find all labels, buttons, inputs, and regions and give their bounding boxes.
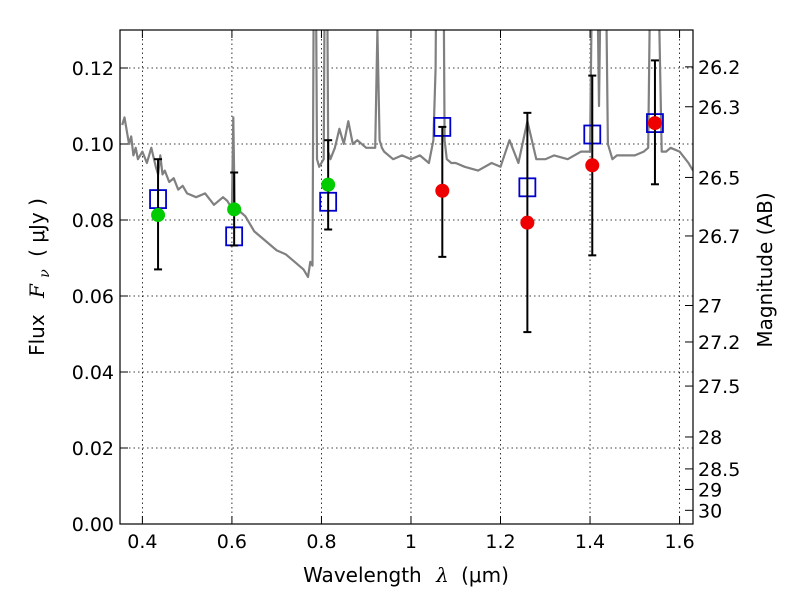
data-point xyxy=(647,116,662,131)
y-tick-label: 0.06 xyxy=(72,286,114,308)
right-tick-label: 30 xyxy=(698,500,722,522)
y-tick-label: 0.12 xyxy=(72,58,114,80)
right-tick-label: 28 xyxy=(698,427,722,449)
right-tick-label: 27.5 xyxy=(698,376,740,398)
x-tick-label: 1.6 xyxy=(664,531,694,553)
right-tick-label: 26.2 xyxy=(698,57,740,79)
y-axis-subscript: ν xyxy=(37,269,53,278)
y-tick-label: 0.08 xyxy=(72,210,114,232)
x-axis-symbol: λ xyxy=(435,563,449,587)
spectrum-layer xyxy=(121,30,693,279)
data-point xyxy=(227,202,242,217)
right-tick-label: 28.5 xyxy=(698,459,740,481)
right-tick-label: 26.3 xyxy=(698,97,740,119)
plot-frame xyxy=(119,29,694,525)
x-tick-label: 0.4 xyxy=(127,531,157,553)
x-axis-unit: (μm) xyxy=(461,563,509,587)
y-tick-label: 0.04 xyxy=(72,362,114,384)
data-point xyxy=(520,215,535,230)
tick-layer: 0.4 0.6 0.8 1 1.2 1.4 1.6 0.00 0.02 0.04 0.06 0.08 0… xyxy=(72,30,740,553)
data-point xyxy=(585,158,600,173)
y-axis-label: Flux F ν ( μJy ) xyxy=(25,198,54,356)
right-tick-label: 29 xyxy=(698,479,722,501)
data-point xyxy=(435,183,450,198)
spectrum-line xyxy=(121,30,693,279)
data-point xyxy=(321,177,336,192)
x-tick-label: 0.8 xyxy=(306,531,336,553)
x-axis-label-text: Wavelength xyxy=(303,563,422,587)
y-tick-label: 0.10 xyxy=(72,134,114,156)
data-point xyxy=(151,208,166,223)
x-tick-label: 1.4 xyxy=(575,531,605,553)
right-tick-label: 26.7 xyxy=(698,226,740,248)
right-tick-label: 27 xyxy=(698,296,722,318)
right-tick-label: 26.5 xyxy=(698,167,740,189)
y-axis-unit: ( μJy ) xyxy=(25,198,49,257)
plot-background xyxy=(120,30,693,524)
x-tick-label: 0.6 xyxy=(217,531,247,553)
x-tick-label: 1 xyxy=(405,531,417,553)
y-tick-label: 0.00 xyxy=(72,514,114,536)
y-axis-symbol: F xyxy=(25,283,49,299)
right-tick-label: 27.2 xyxy=(698,332,740,354)
x-axis-label: Wavelength λ (μm) xyxy=(303,563,509,587)
marker-layer xyxy=(149,59,664,334)
y-tick-label: 0.02 xyxy=(72,438,114,460)
x-tick-label: 1.2 xyxy=(485,531,515,553)
y-axis-label-text: Flux xyxy=(25,314,49,356)
right-axis-label: Magnitude (AB) xyxy=(753,192,777,347)
